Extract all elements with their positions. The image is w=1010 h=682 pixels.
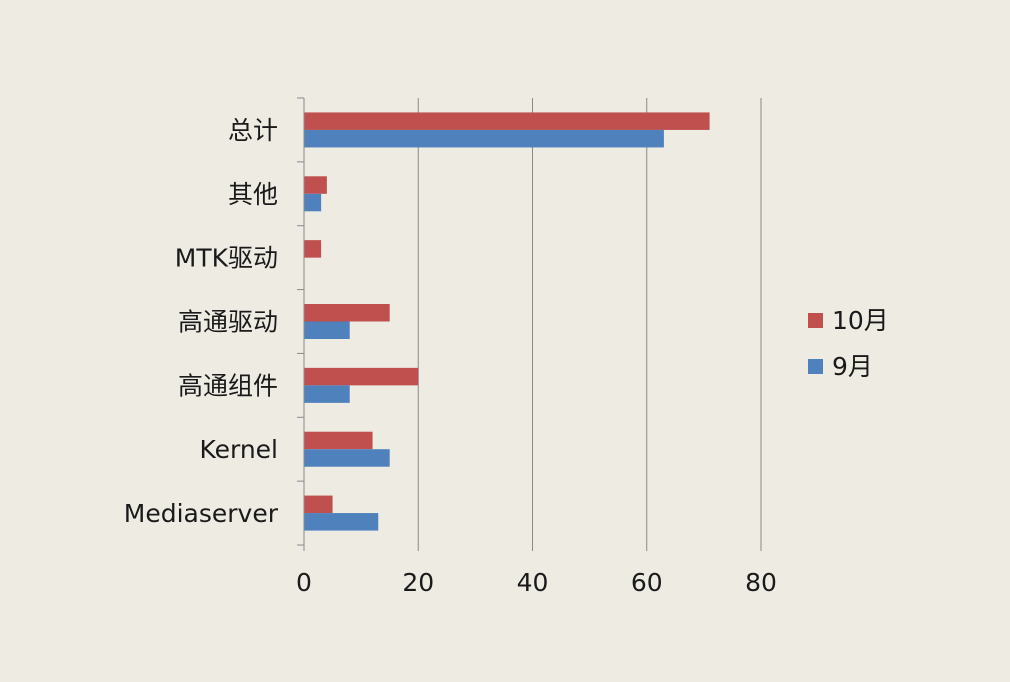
category-label: 高通驱动: [178, 308, 278, 337]
bar-series2: [304, 193, 322, 212]
bar-series2: [304, 513, 379, 531]
legend-label: 10月: [832, 306, 889, 335]
category-label: 总计: [228, 116, 278, 145]
bar-series1: [304, 112, 710, 130]
legend: 10月 9月: [808, 306, 889, 381]
category-label: 高通组件: [178, 371, 278, 400]
legend-swatch: [808, 313, 823, 328]
x-tick-label: 0: [296, 568, 312, 597]
gridlines: [417, 98, 762, 545]
bar-series2: [304, 129, 664, 148]
bar-series1: [304, 240, 322, 258]
x-tick-label: 20: [402, 568, 434, 597]
bar-series1: [304, 495, 333, 514]
bar-series2: [304, 321, 350, 339]
bar-series1: [304, 431, 373, 450]
category-label: 其他: [228, 180, 278, 209]
bar-series2: [304, 385, 350, 403]
axes: [297, 97, 762, 551]
category-label: Mediaserver: [124, 499, 279, 528]
category-label: Kernel: [199, 435, 278, 464]
x-tick-label: 80: [745, 568, 777, 597]
bar-series1: [304, 367, 419, 386]
category-label: MTK驱动: [175, 244, 278, 273]
legend-label: 9月: [832, 352, 873, 381]
x-tick-label: 60: [631, 568, 663, 597]
legend-swatch: [808, 359, 823, 374]
bar-series1: [304, 304, 390, 322]
bars: [304, 112, 710, 531]
x-tick-label: 40: [517, 568, 549, 597]
bar-series2: [304, 449, 390, 467]
bar-series1: [304, 176, 327, 194]
